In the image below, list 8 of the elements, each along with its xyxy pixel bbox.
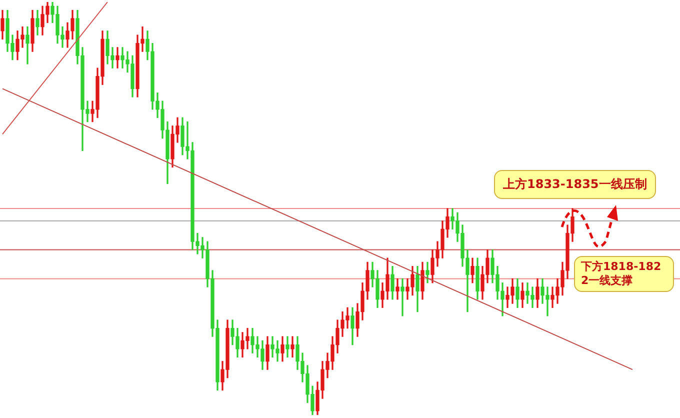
candlestick [26, 26, 30, 64]
annotation: 下方1818-1822一线支撑 [574, 256, 674, 292]
candlestick [286, 336, 290, 358]
candlestick [400, 278, 404, 316]
candlestick [290, 336, 294, 358]
annotation: 上方1833-1835一线压制 [494, 170, 656, 199]
candlestick [116, 47, 120, 68]
candlestick [396, 278, 400, 300]
